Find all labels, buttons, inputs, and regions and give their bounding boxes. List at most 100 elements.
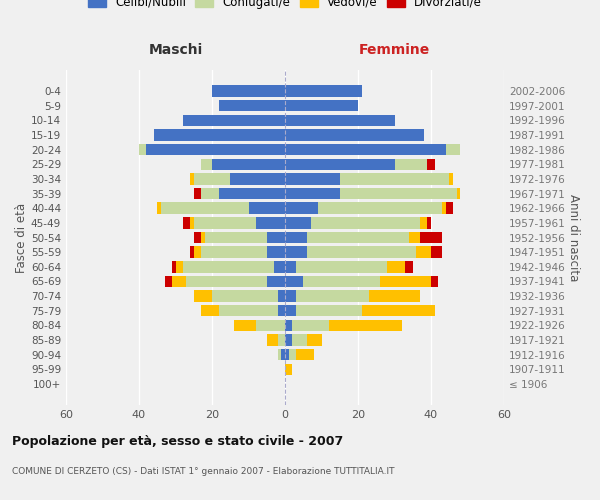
Y-axis label: Fasce di età: Fasce di età bbox=[15, 202, 28, 272]
Bar bbox=[256, 217, 285, 228]
Bar bbox=[267, 276, 285, 287]
Bar bbox=[194, 232, 201, 243]
Text: Femmine: Femmine bbox=[359, 42, 430, 56]
Bar bbox=[267, 232, 285, 243]
Bar bbox=[285, 232, 307, 243]
Bar bbox=[220, 305, 278, 316]
Bar bbox=[303, 276, 380, 287]
Bar bbox=[285, 320, 292, 331]
Bar bbox=[296, 261, 387, 272]
Bar bbox=[442, 202, 446, 214]
Bar bbox=[230, 173, 285, 184]
Bar bbox=[183, 261, 274, 272]
Bar bbox=[296, 349, 314, 360]
Bar bbox=[201, 158, 212, 170]
Bar bbox=[194, 217, 256, 228]
Legend: Celibi/Nubili, Coniugati/e, Vedovi/e, Divorziati/e: Celibi/Nubili, Coniugati/e, Vedovi/e, Di… bbox=[88, 0, 482, 8]
Bar bbox=[285, 246, 307, 258]
Bar bbox=[427, 158, 434, 170]
Bar bbox=[446, 202, 453, 214]
Bar bbox=[278, 290, 285, 302]
Bar bbox=[387, 261, 406, 272]
Bar bbox=[420, 232, 442, 243]
Bar bbox=[362, 305, 434, 316]
Text: COMUNE DI CERZETO (CS) - Dati ISTAT 1° gennaio 2007 - Elaborazione TUTTITALIA.IT: COMUNE DI CERZETO (CS) - Dati ISTAT 1° g… bbox=[12, 468, 395, 476]
Bar bbox=[307, 246, 416, 258]
Y-axis label: Anni di nascita: Anni di nascita bbox=[566, 194, 580, 281]
Bar bbox=[190, 217, 194, 228]
Bar bbox=[285, 158, 395, 170]
Bar bbox=[172, 276, 187, 287]
Bar bbox=[194, 173, 230, 184]
Bar bbox=[311, 217, 420, 228]
Bar bbox=[285, 129, 424, 140]
Bar bbox=[183, 114, 285, 126]
Bar bbox=[285, 290, 296, 302]
Bar bbox=[267, 246, 285, 258]
Bar bbox=[201, 246, 267, 258]
Bar bbox=[285, 334, 292, 346]
Bar bbox=[201, 232, 205, 243]
Bar bbox=[278, 305, 285, 316]
Bar bbox=[420, 217, 427, 228]
Bar bbox=[190, 246, 194, 258]
Bar bbox=[234, 320, 256, 331]
Bar bbox=[380, 276, 431, 287]
Bar bbox=[278, 334, 285, 346]
Bar bbox=[161, 202, 248, 214]
Bar bbox=[285, 276, 303, 287]
Bar bbox=[274, 261, 285, 272]
Bar bbox=[431, 276, 438, 287]
Bar bbox=[212, 85, 285, 96]
Bar bbox=[296, 290, 369, 302]
Bar bbox=[285, 144, 446, 156]
Bar bbox=[256, 320, 285, 331]
Bar bbox=[194, 246, 201, 258]
Bar bbox=[154, 129, 285, 140]
Bar bbox=[457, 188, 460, 199]
Bar bbox=[220, 100, 285, 112]
Bar bbox=[248, 202, 285, 214]
Bar bbox=[267, 334, 278, 346]
Bar bbox=[285, 349, 289, 360]
Bar bbox=[416, 246, 431, 258]
Bar bbox=[187, 276, 267, 287]
Bar bbox=[190, 173, 194, 184]
Bar bbox=[289, 349, 296, 360]
Bar bbox=[164, 276, 172, 287]
Bar bbox=[212, 158, 285, 170]
Text: Maschi: Maschi bbox=[148, 42, 203, 56]
Bar bbox=[281, 349, 285, 360]
Bar bbox=[296, 305, 362, 316]
Bar bbox=[285, 100, 358, 112]
Text: Popolazione per età, sesso e stato civile - 2007: Popolazione per età, sesso e stato civil… bbox=[12, 435, 343, 448]
Bar bbox=[340, 173, 449, 184]
Bar bbox=[285, 85, 362, 96]
Bar bbox=[176, 261, 183, 272]
Bar bbox=[318, 202, 442, 214]
Bar bbox=[157, 202, 161, 214]
Bar bbox=[307, 232, 409, 243]
Bar bbox=[395, 158, 427, 170]
Bar bbox=[285, 217, 311, 228]
Bar bbox=[205, 232, 267, 243]
Bar bbox=[431, 246, 442, 258]
Bar bbox=[285, 114, 395, 126]
Bar bbox=[427, 217, 431, 228]
Bar bbox=[285, 261, 296, 272]
Bar bbox=[212, 290, 278, 302]
Bar bbox=[172, 261, 176, 272]
Bar bbox=[340, 188, 457, 199]
Bar bbox=[285, 305, 296, 316]
Bar bbox=[307, 334, 322, 346]
Bar bbox=[285, 173, 340, 184]
Bar bbox=[183, 217, 190, 228]
Bar bbox=[146, 144, 285, 156]
Bar bbox=[292, 320, 329, 331]
Bar bbox=[446, 144, 460, 156]
Bar bbox=[285, 364, 292, 375]
Bar bbox=[201, 305, 220, 316]
Bar bbox=[292, 334, 307, 346]
Bar bbox=[409, 232, 420, 243]
Bar bbox=[285, 202, 318, 214]
